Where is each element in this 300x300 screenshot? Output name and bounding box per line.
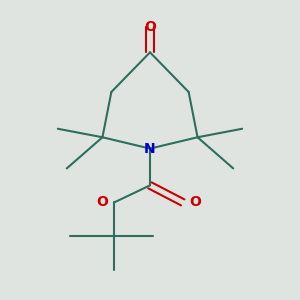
- Text: O: O: [96, 195, 108, 209]
- Text: O: O: [144, 20, 156, 34]
- Text: N: N: [144, 142, 156, 156]
- Text: O: O: [189, 195, 201, 209]
